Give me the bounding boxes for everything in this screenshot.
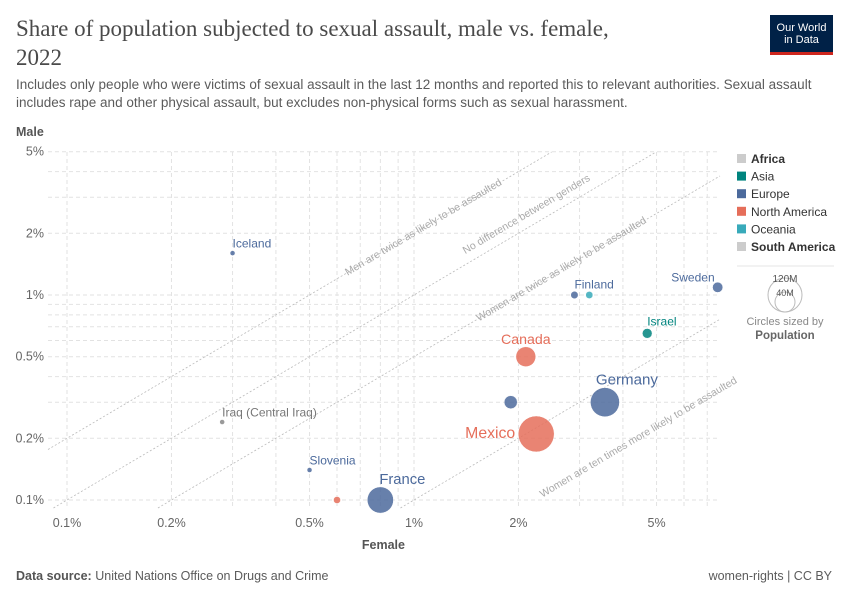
reference-line	[47, 151, 552, 450]
x-tick-label: 0.1%	[53, 516, 82, 530]
point-label: France	[379, 472, 425, 488]
x-axis-label: Female	[362, 538, 405, 552]
owid-logo[interactable]: Our World in Data	[770, 15, 833, 55]
legend-swatch	[737, 189, 746, 199]
chart-subtitle: Includes only people who were victims of…	[16, 77, 812, 110]
point-label: Slovenia	[310, 454, 356, 468]
reference-line	[400, 318, 721, 509]
point-label: Iceland	[233, 237, 272, 251]
logo-line2: in Data	[784, 33, 819, 46]
size-legend-small-label: 40M	[776, 288, 794, 298]
size-legend-caption: Circles sized by	[746, 316, 824, 328]
y-tick-label: 1%	[26, 288, 44, 302]
y-tick-label: 0.2%	[16, 431, 45, 445]
data-point	[515, 346, 536, 367]
data-point	[229, 250, 236, 256]
data-point	[585, 291, 594, 299]
point-label: Finland	[574, 277, 613, 291]
point-label: Germany	[596, 372, 659, 389]
legend-swatch	[737, 224, 746, 234]
x-tick-label: 2%	[509, 516, 527, 530]
size-legend-large-label: 120M	[772, 274, 797, 285]
reference-line-label: Women are ten times more likely to be as…	[538, 374, 740, 500]
y-axis-label: Male	[16, 125, 44, 139]
legend-swatch	[737, 154, 746, 163]
x-tick-label: 5%	[648, 516, 666, 530]
legend-label-europe: Europe	[751, 187, 790, 201]
point-label: Israel	[647, 314, 676, 328]
x-tick-label: 0.2%	[157, 516, 186, 530]
chart-title: Share of population subjected to sexual …	[16, 16, 609, 70]
data-source-label: Data source:	[16, 569, 92, 583]
point-label: Iraq (Central Iraq)	[222, 406, 317, 420]
legend-swatch	[737, 171, 746, 181]
data-point	[333, 496, 341, 504]
legend-swatch	[737, 206, 746, 216]
data-point	[517, 415, 555, 453]
legend-label-africa: Africa	[751, 152, 785, 166]
reference-line-label: Men are twice as likely to be assaulted	[343, 176, 504, 278]
y-tick-label: 5%	[26, 145, 44, 159]
reference-line	[53, 151, 657, 509]
data-point	[503, 395, 518, 409]
data-point	[367, 486, 394, 514]
data-point	[590, 387, 620, 418]
legend-label-north-america: North America	[751, 205, 827, 219]
point-label: Canada	[501, 332, 551, 348]
y-tick-label: 0.5%	[16, 350, 45, 364]
legend-label-south-america: South America	[751, 240, 836, 254]
y-tick-label: 0.1%	[16, 493, 45, 507]
data-source: Data source: United Nations Office on Dr…	[16, 569, 328, 583]
size-legend-small-circle	[774, 291, 796, 313]
legend-label-oceania: Oceania	[751, 222, 796, 236]
data-source-text[interactable]: United Nations Office on Drugs and Crime	[95, 569, 329, 583]
y-tick-label: 2%	[26, 226, 44, 240]
data-point	[712, 281, 724, 293]
data-point	[306, 467, 313, 473]
legend-label-asia: Asia	[751, 170, 775, 184]
data-point	[219, 419, 225, 425]
license[interactable]: women-rights | CC BY	[708, 569, 832, 583]
x-tick-label: 0.5%	[295, 516, 324, 530]
x-tick-label: 1%	[405, 516, 423, 530]
reference-line	[157, 175, 721, 509]
data-point	[642, 328, 653, 339]
legend-swatch	[737, 242, 746, 251]
data-point	[570, 291, 579, 299]
point-label: Sweden	[671, 270, 714, 284]
point-label: Mexico	[465, 425, 515, 442]
reference-line-label: No difference between genders	[461, 172, 593, 256]
size-legend-variable: Population	[755, 330, 814, 342]
logo-line1: Our World	[776, 21, 827, 34]
